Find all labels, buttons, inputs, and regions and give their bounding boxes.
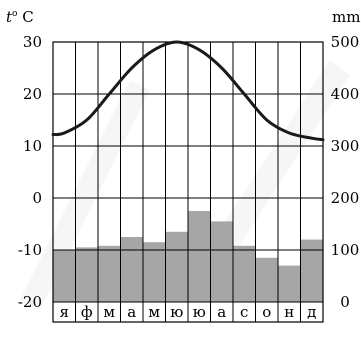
precipitation-bar xyxy=(53,250,76,302)
right-axis-title: mm xyxy=(332,8,360,26)
left-tick-label: 30 xyxy=(23,33,42,51)
left-tick-label: -10 xyxy=(18,241,42,259)
left-tick-label: -20 xyxy=(18,293,42,311)
grid xyxy=(52,41,324,323)
month-label: о xyxy=(262,303,271,321)
left-axis-tick-labels: -20 -10 0 10 20 30 xyxy=(18,33,42,311)
left-tick-label: 20 xyxy=(23,85,42,103)
month-label: ю xyxy=(170,303,183,321)
month-label: с xyxy=(240,303,248,321)
temperature-curve xyxy=(51,40,325,142)
precipitation-bar xyxy=(300,239,323,302)
right-tick-label: 300 xyxy=(331,137,360,155)
precipitation-bar xyxy=(75,247,98,302)
precipitation-bar xyxy=(143,242,166,302)
right-tick-label: 100 xyxy=(331,241,360,259)
left-tick-label: 10 xyxy=(23,137,42,155)
month-label: н xyxy=(284,303,294,321)
right-tick-label: 200 xyxy=(331,189,360,207)
month-label: м xyxy=(148,303,160,321)
precipitation-bar xyxy=(98,245,121,302)
right-tick-label: 400 xyxy=(331,85,360,103)
month-label: д xyxy=(307,303,316,321)
left-tick-label: 0 xyxy=(32,189,42,207)
left-axis-title: to C xyxy=(6,8,34,26)
precipitation-bar xyxy=(233,245,256,302)
month-label: а xyxy=(127,303,136,321)
temperature-curve-group xyxy=(51,40,325,142)
precipitation-bars xyxy=(53,211,323,302)
right-axis-tick-labels: 0 100 200 300 400 500 xyxy=(331,33,360,311)
precipitation-bar xyxy=(278,265,301,302)
precipitation-bar xyxy=(120,237,143,302)
month-label: м xyxy=(103,303,115,321)
right-tick-label: 0 xyxy=(340,293,350,311)
month-label: я xyxy=(60,303,69,321)
precipitation-bar xyxy=(210,221,233,302)
right-tick-label: 500 xyxy=(331,33,360,51)
precipitation-bar xyxy=(255,257,278,302)
month-label: ф xyxy=(81,303,93,321)
precipitation-bar xyxy=(165,231,188,302)
month-label: ю xyxy=(193,303,206,321)
month-label: а xyxy=(217,303,226,321)
precipitation-bar xyxy=(188,211,211,302)
